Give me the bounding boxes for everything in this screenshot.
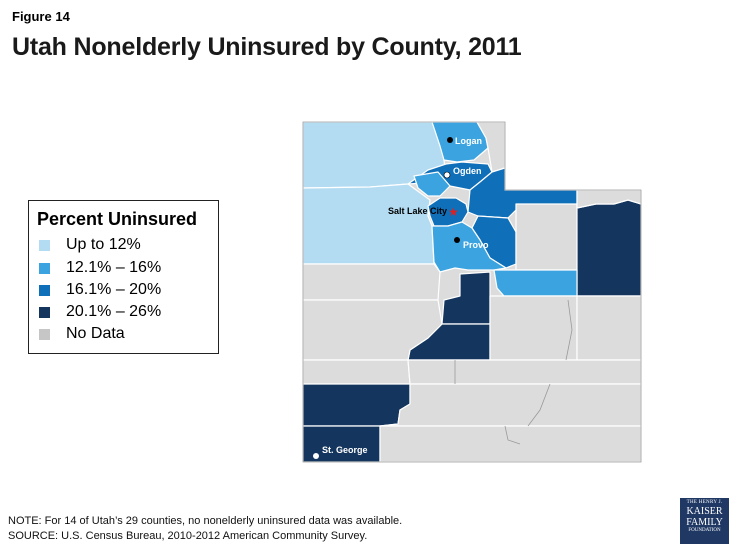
county-emery [489, 295, 578, 361]
legend-swatch [39, 262, 50, 274]
county-iron [302, 383, 411, 427]
legend-swatch [39, 284, 50, 296]
county-carbon [493, 269, 578, 297]
county-duchesne [515, 203, 578, 271]
footnote-note: NOTE: For 14 of Utah’s 29 counties, no n… [8, 515, 403, 527]
kff-logo: THE HENRY J. KAISER FAMILY FOUNDATION [680, 498, 729, 544]
legend-swatch [39, 239, 50, 251]
page-title: Utah Nonelderly Uninsured by County, 201… [12, 33, 522, 61]
county-line [527, 383, 551, 427]
city-dot-ogden [443, 171, 451, 179]
county-garfield [379, 383, 642, 427]
city-label-slc: Salt Lake City [388, 206, 447, 216]
county-davis [413, 171, 451, 197]
city-label-st-george: St. George [322, 445, 368, 455]
county-juab [302, 263, 441, 301]
legend-item-12-16: 12.1% – 16% [39, 259, 161, 277]
city-dot-provo [454, 237, 460, 243]
county-uintah [576, 199, 642, 297]
county-grand [576, 295, 642, 361]
legend-swatch [39, 306, 50, 318]
city-dot-st-george [313, 453, 319, 459]
county-kane [379, 425, 642, 463]
footnote-source: SOURCE: U.S. Census Bureau, 2010-2012 Am… [8, 530, 368, 542]
county-salt-lake [427, 197, 469, 227]
county-line [504, 425, 521, 445]
legend-item-20-26: 20.1% – 26% [39, 303, 161, 321]
legend-swatch [39, 328, 50, 340]
legend-item-16-20: 16.1% – 20% [39, 281, 161, 299]
city-label-logan: Logan [455, 136, 482, 146]
city-label-provo: Provo [463, 240, 489, 250]
legend-item-up-to-12: Up to 12% [39, 236, 141, 254]
county-beaver [302, 359, 411, 385]
city-marker-slc-star-icon: ★ [448, 205, 459, 219]
logo-line: FAMILY [686, 517, 723, 528]
legend-label: 12.1% – 16% [66, 259, 162, 276]
legend-label: 16.1% – 20% [66, 281, 162, 298]
county-line [565, 299, 573, 361]
logo-line: FOUNDATION [688, 528, 721, 533]
county-line [302, 121, 642, 463]
figure-label: Figure 14 [12, 9, 70, 24]
legend-title: Percent Uninsured [37, 209, 198, 229]
logo-line: THE HENRY J. [686, 500, 723, 505]
city-dot-logan [447, 137, 453, 143]
legend-label: No Data [66, 325, 125, 342]
map-legend: Percent Uninsured Up to 12% 12.1% – 16% … [28, 200, 219, 354]
city-label-ogden: Ogden [453, 166, 482, 176]
county-wayne [407, 359, 642, 385]
legend-item-no-data: No Data [39, 325, 125, 343]
logo-line: KAISER [686, 506, 723, 517]
legend-label: 20.1% – 26% [66, 303, 162, 320]
legend-label: Up to 12% [66, 236, 141, 253]
county-tooele [302, 183, 435, 265]
